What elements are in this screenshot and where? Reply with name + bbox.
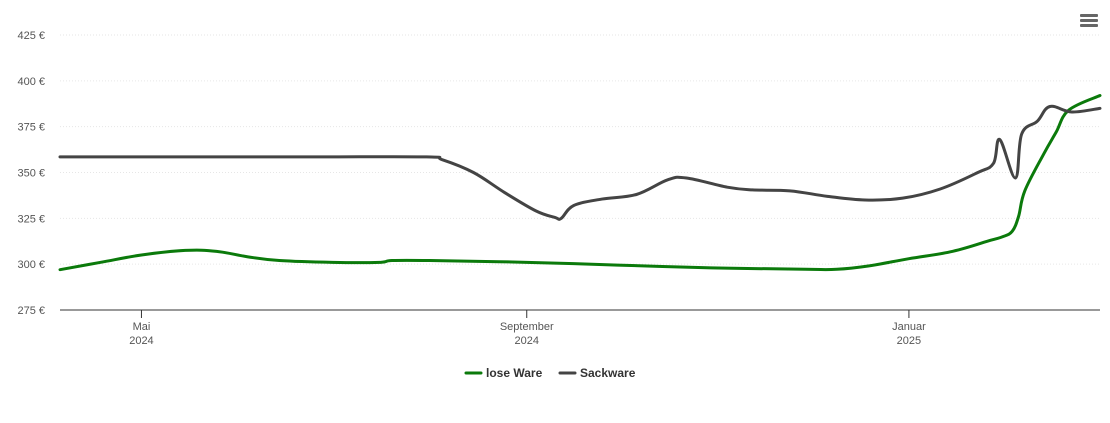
grid-lines: [60, 34, 1100, 265]
legend-label-1: Sackware: [580, 366, 636, 380]
x-tick-month: Januar: [892, 321, 926, 333]
x-tick-year: 2025: [897, 335, 921, 347]
series-lines: [58, 94, 1102, 272]
x-tick-year: 2024: [129, 335, 153, 347]
y-tick-label: 375 €: [17, 122, 45, 134]
menu-bar: [1080, 19, 1098, 22]
legend-label-0: lose Ware: [486, 366, 543, 380]
menu-bar: [1080, 14, 1098, 17]
x-tick-month: September: [500, 321, 554, 333]
y-tick-label: 325 €: [17, 213, 45, 225]
x-axis-ticks: Mai 2024 September 2024 Januar 2025: [129, 310, 926, 347]
legend[interactable]: lose Ware Sackware: [464, 366, 636, 380]
x-tick-month: Mai: [133, 321, 151, 333]
hamburger-menu-icon[interactable]: [1078, 12, 1100, 32]
y-axis-ticks: 275 € 300 € 325 € 350 € 375 € 400 € 425 €: [17, 30, 45, 317]
y-tick-label: 425 €: [17, 30, 45, 42]
menu-bar: [1080, 24, 1098, 27]
y-tick-label: 275 €: [17, 305, 45, 317]
x-tick-year: 2024: [515, 335, 539, 347]
series-line-0: [58, 94, 1102, 272]
y-tick-label: 400 €: [17, 76, 45, 88]
y-tick-label: 350 €: [17, 168, 45, 180]
series-line-1: [58, 104, 1102, 221]
y-tick-label: 300 €: [17, 259, 45, 271]
